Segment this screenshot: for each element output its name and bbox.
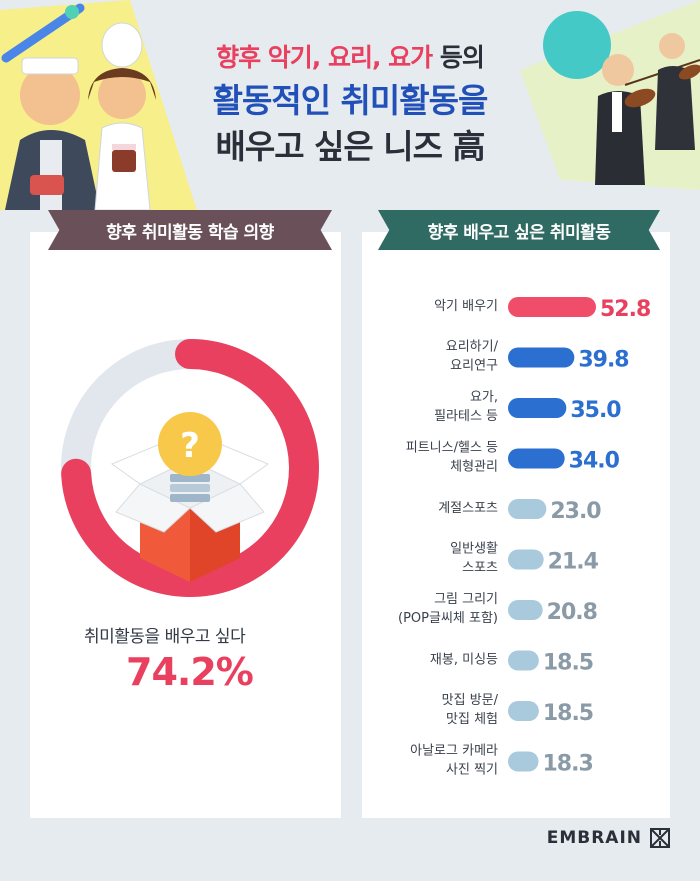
- pastry-chef-illustration: [88, 22, 156, 210]
- bar-row: 맛집 방문/맛집 체험 18.5: [442, 693, 594, 727]
- bar: [508, 347, 575, 368]
- bar: [508, 650, 539, 671]
- bar-category-label: 맛집 방문/: [442, 693, 499, 708]
- bar-value-label: 23.0: [550, 499, 601, 524]
- bar-category-label: 스포츠: [462, 561, 498, 576]
- bar-row: 요리하기/요리연구 39.8: [446, 340, 630, 374]
- teal-dot-decoration: [65, 5, 79, 19]
- activities-ribbon-title: 향후 배우고 싶은 취미활동: [378, 210, 660, 250]
- brand-mark-icon: [650, 828, 670, 848]
- bar-value-label: 18.5: [543, 701, 593, 726]
- bar-row: 그림 그리기 (POP글씨체 포함) 20.8: [398, 592, 598, 626]
- activities-bar-chart: 악기 배우기 52.8 요리하기/요리연구 39.8 요가, 필라테스 등 35.0 피트니스…: [398, 297, 651, 778]
- brand-logo: EMBRAIN: [547, 828, 670, 848]
- bar: [508, 701, 539, 721]
- bar-category-label: 요리하기/: [446, 340, 499, 355]
- header-decoration: [0, 0, 700, 210]
- bar-value-label: 18.5: [543, 651, 593, 676]
- bar-category-label: 피트니스/헬스 등: [406, 441, 498, 456]
- bar-category-label: 일반생활: [450, 542, 498, 557]
- headline-line1-rest: 등의: [432, 43, 485, 72]
- bar-category-label: 사진 찍기: [446, 763, 498, 778]
- bar: [508, 448, 565, 469]
- gift-box-lightbulb-icon: ?: [110, 412, 270, 582]
- bar-value-label: 52.8: [600, 297, 650, 322]
- teal-circle-decoration: [543, 11, 611, 79]
- bar-category-label: (POP글씨체 포함): [398, 611, 498, 626]
- bar-value-label: 39.8: [578, 348, 628, 373]
- donut-value-label: 74.2%: [126, 650, 254, 694]
- bar-category-label: 체형관리: [450, 460, 498, 475]
- question-mark-icon: ?: [180, 426, 200, 466]
- bar: [508, 398, 567, 418]
- bar: [508, 600, 543, 620]
- bar-category-label: 계절스포츠: [438, 501, 498, 516]
- bar: [508, 751, 539, 772]
- donut-caption: 취미활동을 배우고 싶다: [84, 627, 246, 647]
- chef-illustration: [5, 57, 100, 210]
- page-header: 향후 악기, 요리, 요가 등의 활동적인 취미활동을 배우고 싶은 니즈 高: [0, 38, 700, 170]
- bar-value-label: 35.0: [570, 398, 621, 423]
- bar-value-label: 18.3: [543, 752, 593, 777]
- bar-row: 재봉, 미싱등 18.5: [430, 650, 594, 676]
- bar: [508, 549, 544, 570]
- bar-row: 악기 배우기 52.8: [434, 297, 651, 322]
- headline-line2: 활동적인 취미활동을: [212, 81, 489, 120]
- donut-arc-value: [61, 339, 319, 597]
- bar-row: 계절스포츠 23.0: [438, 499, 602, 524]
- headline-line1: 향후 악기, 요리, 요가 등의: [0, 38, 700, 78]
- bar-value-label: 21.4: [548, 550, 599, 575]
- headline-highlight: 향후 악기, 요리, 요가: [216, 43, 433, 72]
- bar: [508, 297, 596, 317]
- brand-name: EMBRAIN: [546, 828, 642, 848]
- bar-category-label: 아날로그 카메라: [410, 744, 498, 759]
- bar-value-label: 20.8: [547, 600, 597, 625]
- donut-chart: ?: [61, 339, 319, 597]
- bar-category-label: 맛집 체험: [446, 712, 498, 727]
- bar-category-label: 재봉, 미싱등: [430, 653, 498, 668]
- intent-ribbon-title: 향후 취미활동 학습 의향: [48, 210, 332, 250]
- bar-category-label: 요리연구: [450, 359, 498, 374]
- bar-category-label: 그림 그리기: [434, 592, 498, 607]
- bar-category-label: 악기 배우기: [434, 299, 498, 314]
- headline-line3: 배우고 싶은 니즈 高: [215, 127, 486, 166]
- bar-category-label: 요가,: [470, 390, 498, 405]
- bar-category-label: 필라테스 등: [434, 409, 498, 424]
- bar: [508, 499, 547, 519]
- bar-row: 요가, 필라테스 등 35.0: [434, 390, 622, 424]
- bar-value-label: 34.0: [569, 449, 620, 474]
- violinists-illustration: [595, 33, 700, 185]
